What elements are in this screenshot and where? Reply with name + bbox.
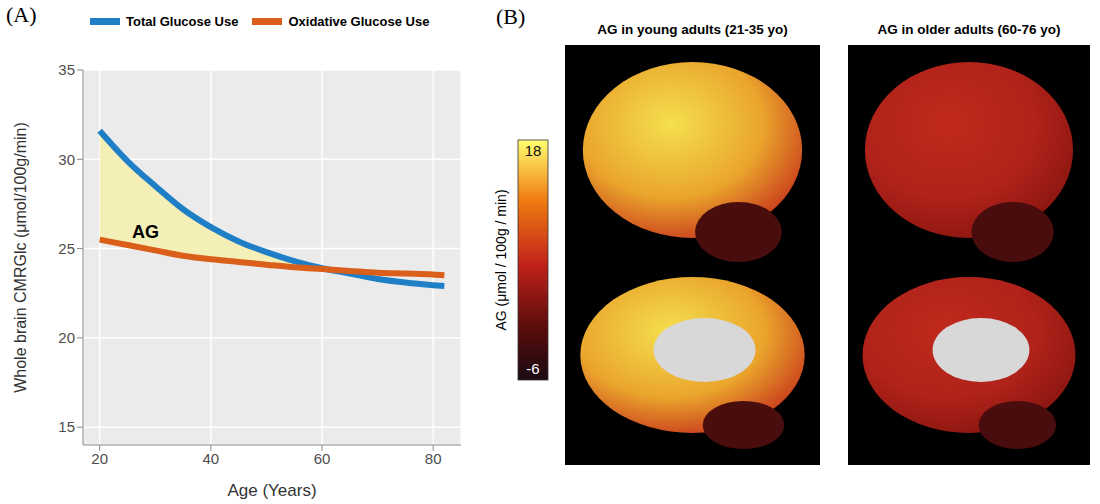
svg-text:20: 20 xyxy=(91,450,108,467)
svg-text:-6: -6 xyxy=(526,360,539,377)
svg-text:60: 60 xyxy=(314,450,331,467)
svg-text:20: 20 xyxy=(58,329,75,346)
html-text:AG: AG xyxy=(132,222,159,242)
svg-text:AG (μmol / 100g / min): AG (μmol / 100g / min) xyxy=(493,189,509,330)
svg-text:35: 35 xyxy=(58,61,75,78)
svg-text:25: 25 xyxy=(58,240,75,257)
svg-text:40: 40 xyxy=(203,450,220,467)
svg-text:AG in young adults (21-35 yo): AG in young adults (21-35 yo) xyxy=(597,22,788,37)
html-text:(A): (A) xyxy=(6,2,37,27)
svg-text:Whole brain CMRGlc (μmol/100g/: Whole brain CMRGlc (μmol/100g/min) xyxy=(12,122,29,393)
svg-text:(B): (B) xyxy=(496,4,525,29)
svg-text:Age (Years): Age (Years) xyxy=(227,481,316,500)
svg-text:AG in older adults (60-76 yo): AG in older adults (60-76 yo) xyxy=(877,22,1060,37)
svg-text:30: 30 xyxy=(58,151,75,168)
svg-text:15: 15 xyxy=(58,418,75,435)
svg-text:80: 80 xyxy=(425,450,442,467)
html-text:Total Glucose Use: Total Glucose Use xyxy=(126,14,239,29)
html-text:Oxidative Glucose Use: Oxidative Glucose Use xyxy=(288,14,430,29)
svg-text:18: 18 xyxy=(525,142,542,159)
